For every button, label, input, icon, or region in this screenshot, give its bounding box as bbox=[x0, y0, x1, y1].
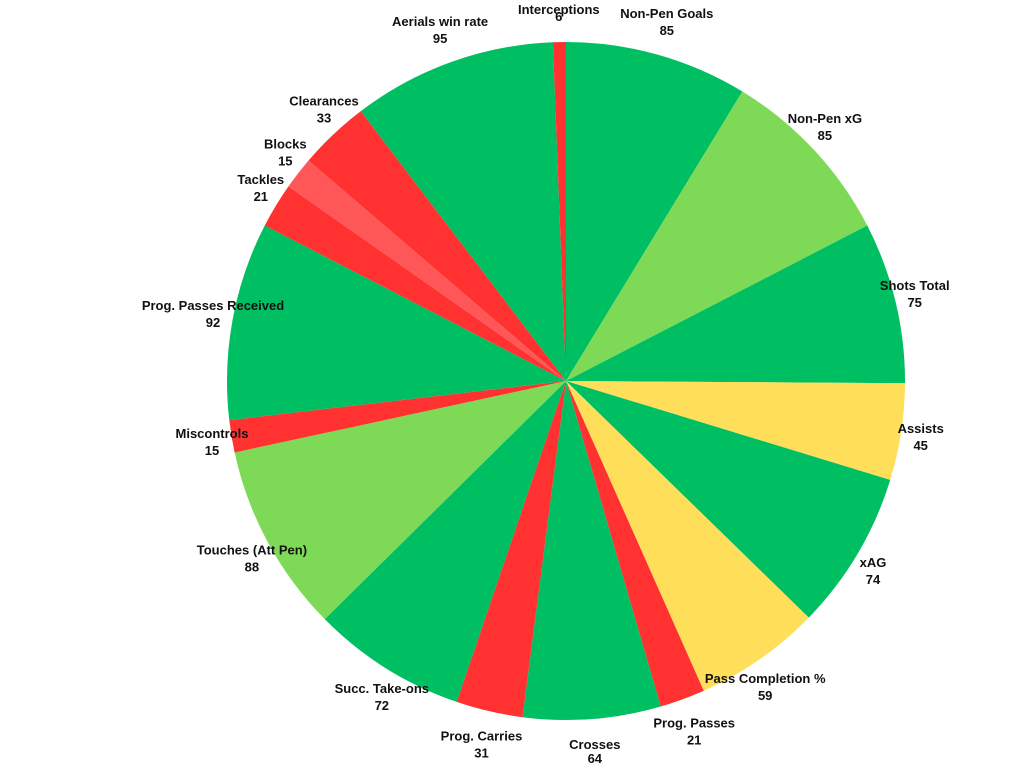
slice-label-name: Prog. Passes Received bbox=[142, 298, 284, 313]
slice-label-name: Prog. Passes bbox=[653, 715, 735, 730]
slice-label-name: Blocks bbox=[264, 136, 307, 151]
pie-labels: Non-Pen Goals 85 Non-Pen xG 85 Shots Total 75… bbox=[142, 2, 950, 766]
slice-label-name: Aerials win rate bbox=[392, 14, 488, 29]
slice-label-succ-take-ons: Succ. Take-ons 72 bbox=[335, 681, 429, 713]
slice-label-value: 6 bbox=[555, 9, 562, 24]
slice-label-value: 45 bbox=[913, 438, 927, 453]
pie-slice-pass-completion bbox=[566, 381, 809, 691]
slice-label-name: Clearances bbox=[289, 94, 358, 109]
slice-label-value: 88 bbox=[245, 559, 259, 574]
slice-label-name: xAG bbox=[860, 555, 887, 570]
slice-label-xag: xAG 74 bbox=[860, 555, 887, 587]
slice-label-shots-total: Shots Total 75 bbox=[880, 278, 950, 310]
pie-slice-clearances bbox=[308, 111, 566, 382]
slice-label-blocks: Blocks 15 bbox=[264, 136, 307, 168]
slice-label-name: Non-Pen Goals bbox=[620, 6, 713, 21]
slice-label-prog-passes-received: Prog. Passes Received 92 bbox=[142, 298, 284, 330]
slice-label-non-pen-goals: Non-Pen Goals 85 bbox=[620, 6, 713, 38]
slice-label-value: 33 bbox=[317, 111, 331, 126]
slice-label-value: 31 bbox=[474, 745, 488, 760]
pie-slice-touches-att-pen bbox=[234, 381, 566, 620]
slice-label-value: 21 bbox=[687, 732, 701, 747]
slice-label-value: 15 bbox=[278, 153, 292, 168]
pie-slice-assists bbox=[566, 381, 905, 480]
slice-label-pass-completion: Pass Completion % 59 bbox=[705, 671, 826, 703]
slice-label-prog-passes: Prog. Passes 21 bbox=[653, 715, 735, 747]
slice-label-name: Miscontrols bbox=[176, 426, 249, 441]
pie-slice-shots-total bbox=[566, 225, 905, 384]
pie-slice-xag bbox=[566, 381, 891, 618]
pie-slice-prog-carries bbox=[456, 381, 566, 718]
pie-slice-succ-take-ons bbox=[324, 381, 566, 702]
slice-label-value: 85 bbox=[818, 128, 832, 143]
slice-label-name: Interceptions bbox=[518, 2, 600, 17]
pie-slices bbox=[226, 41, 905, 720]
slice-label-name: Tackles bbox=[237, 172, 284, 187]
slice-label-name: Touches (Att Pen) bbox=[197, 542, 307, 557]
slice-label-value: 21 bbox=[254, 189, 268, 204]
pie-slice-prog-passes bbox=[566, 381, 704, 707]
pie-slice-miscontrols bbox=[229, 381, 566, 453]
pie-slice-prog-passes-received bbox=[226, 225, 567, 421]
slice-label-assists: Assists 45 bbox=[898, 421, 944, 453]
slice-label-aerials-win-rate: Aerials win rate 95 bbox=[392, 14, 488, 46]
slice-label-value: 59 bbox=[758, 688, 772, 703]
slice-label-tackles: Tackles 21 bbox=[237, 172, 284, 204]
slice-label-value: 92 bbox=[206, 315, 220, 330]
slice-label-value: 15 bbox=[205, 443, 219, 458]
slice-label-value: 75 bbox=[907, 295, 921, 310]
pie-slice-blocks bbox=[288, 160, 566, 381]
slice-label-non-pen-xg: Non-Pen xG 85 bbox=[788, 111, 862, 143]
slice-label-value: 95 bbox=[433, 31, 447, 46]
slice-label-value: 85 bbox=[660, 23, 674, 38]
pie-slice-interceptions bbox=[552, 41, 566, 381]
slice-label-value: 64 bbox=[588, 751, 603, 766]
slice-label-name: Succ. Take-ons bbox=[335, 681, 429, 696]
pie-slice-crosses bbox=[522, 381, 661, 720]
pie-slice-non-pen-goals bbox=[566, 42, 743, 381]
pie-slice-non-pen-xg bbox=[566, 91, 868, 381]
slice-label-clearances: Clearances 33 bbox=[289, 94, 358, 126]
slice-label-name: Crosses bbox=[569, 737, 620, 752]
slice-label-miscontrols: Miscontrols 15 bbox=[176, 426, 249, 458]
slice-label-touches-att-pen: Touches (Att Pen) 88 bbox=[197, 542, 307, 574]
pie-slice-aerials-win-rate bbox=[360, 42, 566, 381]
pie-slice-tackles bbox=[264, 186, 566, 381]
slice-label-name: Prog. Carries bbox=[441, 728, 523, 743]
slice-label-name: Shots Total bbox=[880, 278, 950, 293]
slice-label-name: Pass Completion % bbox=[705, 671, 826, 686]
slice-label-value: 72 bbox=[375, 698, 389, 713]
slice-label-prog-carries: Prog. Carries 31 bbox=[441, 728, 523, 760]
slice-label-name: Non-Pen xG bbox=[788, 111, 862, 126]
slice-label-value: 74 bbox=[866, 572, 881, 587]
slice-label-name: Assists bbox=[898, 421, 944, 436]
